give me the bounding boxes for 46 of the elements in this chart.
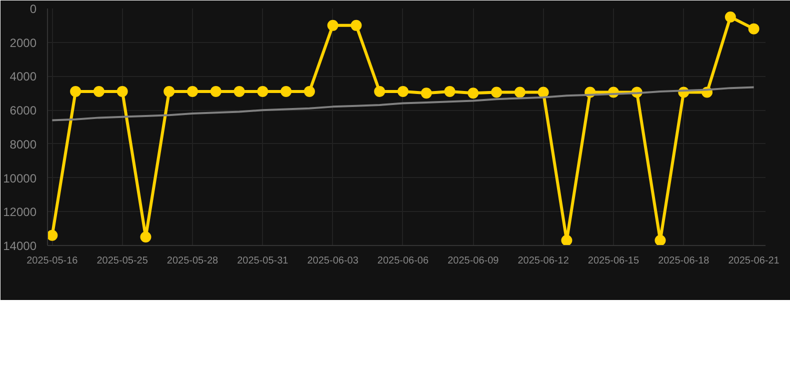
point: [374, 86, 386, 97]
y-tick-label: 10000: [3, 171, 37, 186]
y-tick-label: 12000: [3, 205, 37, 220]
point: [70, 86, 82, 97]
y-tick-label: 0: [30, 2, 37, 16]
point: [187, 86, 198, 97]
point: [748, 23, 760, 34]
line-series: [51, 86, 755, 122]
x-tick-label: 2025-06-21: [728, 256, 780, 266]
point: [280, 86, 292, 97]
y-tick-label: 8000: [10, 137, 37, 152]
point: [350, 20, 362, 31]
y-tick-label: 4000: [10, 70, 37, 84]
x-tick-label: 2025-06-03: [307, 256, 359, 266]
point: [210, 86, 222, 97]
point: [140, 232, 152, 243]
point: [514, 86, 526, 98]
x-tick-label: 2025-06-12: [518, 256, 570, 266]
x-tick-label: 2025-06-06: [377, 256, 430, 266]
point: [654, 234, 666, 246]
y-tick-label: 2000: [10, 36, 37, 50]
point: [304, 86, 315, 97]
point: [116, 86, 128, 97]
point: [397, 86, 408, 97]
point: [48, 230, 58, 241]
y-tick-label: 14000: [3, 239, 37, 253]
x-tick-label: 2025-06-09: [448, 256, 500, 266]
point: [561, 234, 572, 246]
x-tick-label: 2025-05-25: [96, 256, 148, 266]
point: [468, 88, 479, 99]
point: [164, 86, 175, 97]
point: [491, 86, 502, 98]
point: [724, 11, 736, 22]
x-tick-label: 2025-05-16: [26, 256, 78, 266]
point: [327, 20, 338, 31]
point: [234, 86, 245, 97]
point: [444, 86, 456, 97]
point: [93, 86, 104, 97]
x-tick-label: 2025-05-31: [237, 256, 289, 266]
x-tick-label: 2025-06-15: [588, 256, 640, 266]
point: [420, 88, 432, 99]
x-tick-label: 2025-05-28: [166, 256, 219, 266]
y-tick-label: 6000: [10, 104, 37, 118]
point: [257, 86, 268, 97]
point: [538, 86, 549, 98]
x-tick-label: 2025-06-18: [658, 256, 710, 266]
